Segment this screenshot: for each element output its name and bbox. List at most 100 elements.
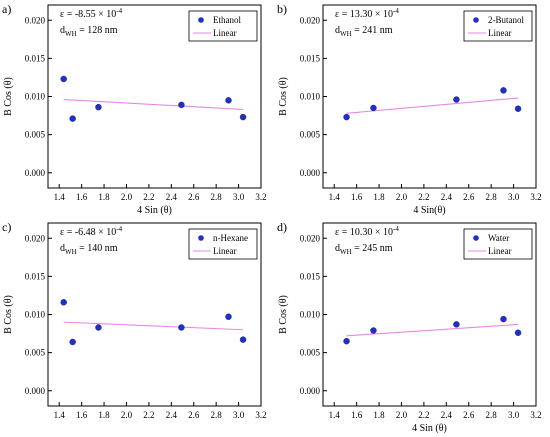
y-tick-label: 0.010 bbox=[25, 92, 46, 102]
x-tick-label: 1.6 bbox=[351, 410, 363, 420]
y-tick-label: 0.005 bbox=[25, 348, 46, 358]
legend-label-fit: Linear bbox=[213, 28, 236, 38]
strain-text: ε = -6.48 × 10 bbox=[60, 227, 116, 238]
data-point bbox=[178, 101, 185, 109]
y-tick-label: 0.000 bbox=[25, 168, 46, 178]
x-tick-label: 3.2 bbox=[530, 410, 541, 420]
y-axis-label: B Cos (θ) bbox=[278, 77, 289, 116]
data-point bbox=[343, 337, 350, 345]
x-tick-label: 3.0 bbox=[508, 410, 520, 420]
y-tick-label: 0.015 bbox=[300, 271, 321, 281]
x-tick-label: 1.4 bbox=[54, 410, 66, 420]
size-subscript: WH bbox=[65, 30, 77, 38]
y-axis-label: B Cos (θ) bbox=[3, 295, 14, 334]
x-tick-label: 1.8 bbox=[98, 192, 110, 202]
legend-point-marker bbox=[198, 17, 204, 23]
data-point bbox=[370, 327, 377, 334]
strain-annotation: ε = 13.30 × 10-4 bbox=[335, 7, 399, 20]
legend: Water Linear bbox=[463, 228, 533, 260]
data-point bbox=[500, 87, 507, 94]
x-tick-label: 1.4 bbox=[54, 192, 66, 202]
x-tick-label: 2.2 bbox=[143, 410, 154, 420]
x-tick-label: 3.0 bbox=[233, 192, 245, 202]
data-point bbox=[239, 336, 247, 343]
x-tick-label: 1.8 bbox=[98, 410, 110, 420]
size-text: d bbox=[335, 243, 340, 254]
panel-label: d) bbox=[277, 220, 287, 234]
legend-label-points: Water bbox=[488, 233, 509, 243]
y-tick-label: 0.015 bbox=[300, 53, 321, 63]
crystallite-size-annotation: dWH = 241 nm bbox=[335, 25, 393, 38]
size-value: = 241 nm bbox=[352, 25, 393, 36]
x-tick-label: 2.4 bbox=[166, 410, 178, 420]
legend: n-Hexane Linear bbox=[188, 228, 258, 260]
crystallite-size-annotation: dWH = 245 nm bbox=[335, 243, 393, 256]
size-text: d bbox=[60, 25, 65, 36]
y-axis-label: B Cos (θ) bbox=[278, 295, 289, 334]
data-point bbox=[514, 329, 522, 337]
x-tick-label: 2.0 bbox=[396, 410, 408, 420]
x-tick-label: 3.2 bbox=[255, 192, 266, 202]
x-tick-label: 1.6 bbox=[76, 192, 88, 202]
legend-label-points: 2-Butanol bbox=[488, 15, 524, 25]
legend-label-points: Ethanol bbox=[213, 15, 241, 25]
data-point bbox=[60, 75, 67, 83]
legend-label-fit: Linear bbox=[488, 28, 511, 38]
y-axis-label: B Cos (θ) bbox=[3, 77, 14, 116]
size-value: = 128 nm bbox=[77, 25, 118, 36]
chart-panel: 1.4 1.6 1.8 2.0 2.2 2.4 2.6 2.8 3.0 3.2 0.000 0.005… bbox=[277, 220, 542, 434]
strain-exponent: -4 bbox=[116, 7, 122, 15]
x-tick-label: 2.8 bbox=[486, 410, 498, 420]
x-tick-label: 2.6 bbox=[463, 410, 475, 420]
data-point bbox=[178, 324, 185, 331]
data-point bbox=[514, 105, 522, 112]
panel-label: a) bbox=[2, 2, 11, 16]
x-tick-label: 2.0 bbox=[121, 410, 133, 420]
legend-box bbox=[188, 10, 258, 42]
x-tick-label: 3.0 bbox=[233, 410, 245, 420]
y-tick-label: 0.000 bbox=[25, 386, 46, 396]
chart-panel: 1.4 1.6 1.8 2.0 2.2 2.4 2.6 2.8 3.0 3.2 0.000 0.005… bbox=[277, 2, 542, 216]
y-tick-label: 0.020 bbox=[25, 233, 46, 243]
strain-text: ε = 13.30 × 10 bbox=[335, 9, 393, 20]
data-point bbox=[343, 113, 350, 121]
crystallite-size-annotation: dWH = 140 nm bbox=[60, 243, 118, 256]
y-tick-label: 0.010 bbox=[25, 310, 46, 320]
x-tick-label: 2.2 bbox=[418, 192, 429, 202]
x-tick-label: 2.2 bbox=[143, 192, 154, 202]
strain-annotation: ε = -6.48 × 10-4 bbox=[60, 225, 123, 238]
legend: Ethanol Linear bbox=[188, 10, 258, 42]
x-tick-label: 2.4 bbox=[441, 192, 453, 202]
x-tick-label: 2.6 bbox=[463, 192, 475, 202]
data-point bbox=[453, 321, 460, 328]
x-axis-label: 4 Sin (θ) bbox=[412, 423, 447, 434]
y-tick-label: 0.010 bbox=[300, 92, 321, 102]
data-point bbox=[95, 324, 102, 331]
data-point bbox=[95, 103, 102, 111]
data-point bbox=[69, 338, 76, 346]
fit-line bbox=[63, 99, 244, 111]
x-tick-label: 2.0 bbox=[396, 192, 408, 202]
y-tick-label: 0.020 bbox=[300, 233, 321, 243]
strain-annotation: ε = 10.30 × 10-4 bbox=[335, 225, 399, 238]
y-tick-label: 0.005 bbox=[25, 130, 46, 140]
y-tick-label: 0.010 bbox=[300, 310, 321, 320]
x-tick-label: 1.4 bbox=[329, 410, 341, 420]
x-tick-label: 1.8 bbox=[373, 192, 385, 202]
y-tick-label: 0.015 bbox=[25, 271, 46, 281]
y-tick-label: 0.005 bbox=[300, 130, 321, 140]
chart-panel: 1.4 1.6 1.8 2.0 2.2 2.4 2.6 2.8 3.0 3.2 0.000 0.005… bbox=[2, 2, 267, 216]
x-tick-label: 2.6 bbox=[188, 410, 200, 420]
x-tick-label: 1.8 bbox=[373, 410, 385, 420]
legend-box bbox=[463, 228, 533, 260]
data-point bbox=[225, 97, 232, 104]
strain-exponent: -4 bbox=[116, 225, 122, 233]
data-point bbox=[453, 96, 460, 103]
size-subscript: WH bbox=[340, 30, 352, 38]
x-tick-label: 1.6 bbox=[351, 192, 363, 202]
strain-exponent: -4 bbox=[393, 7, 399, 15]
chart-panel: 1.4 1.6 1.8 2.0 2.2 2.4 2.6 2.8 3.0 3.2 0.000 0.005… bbox=[2, 220, 267, 420]
x-tick-label: 2.6 bbox=[188, 192, 200, 202]
legend-point-marker bbox=[473, 17, 479, 23]
